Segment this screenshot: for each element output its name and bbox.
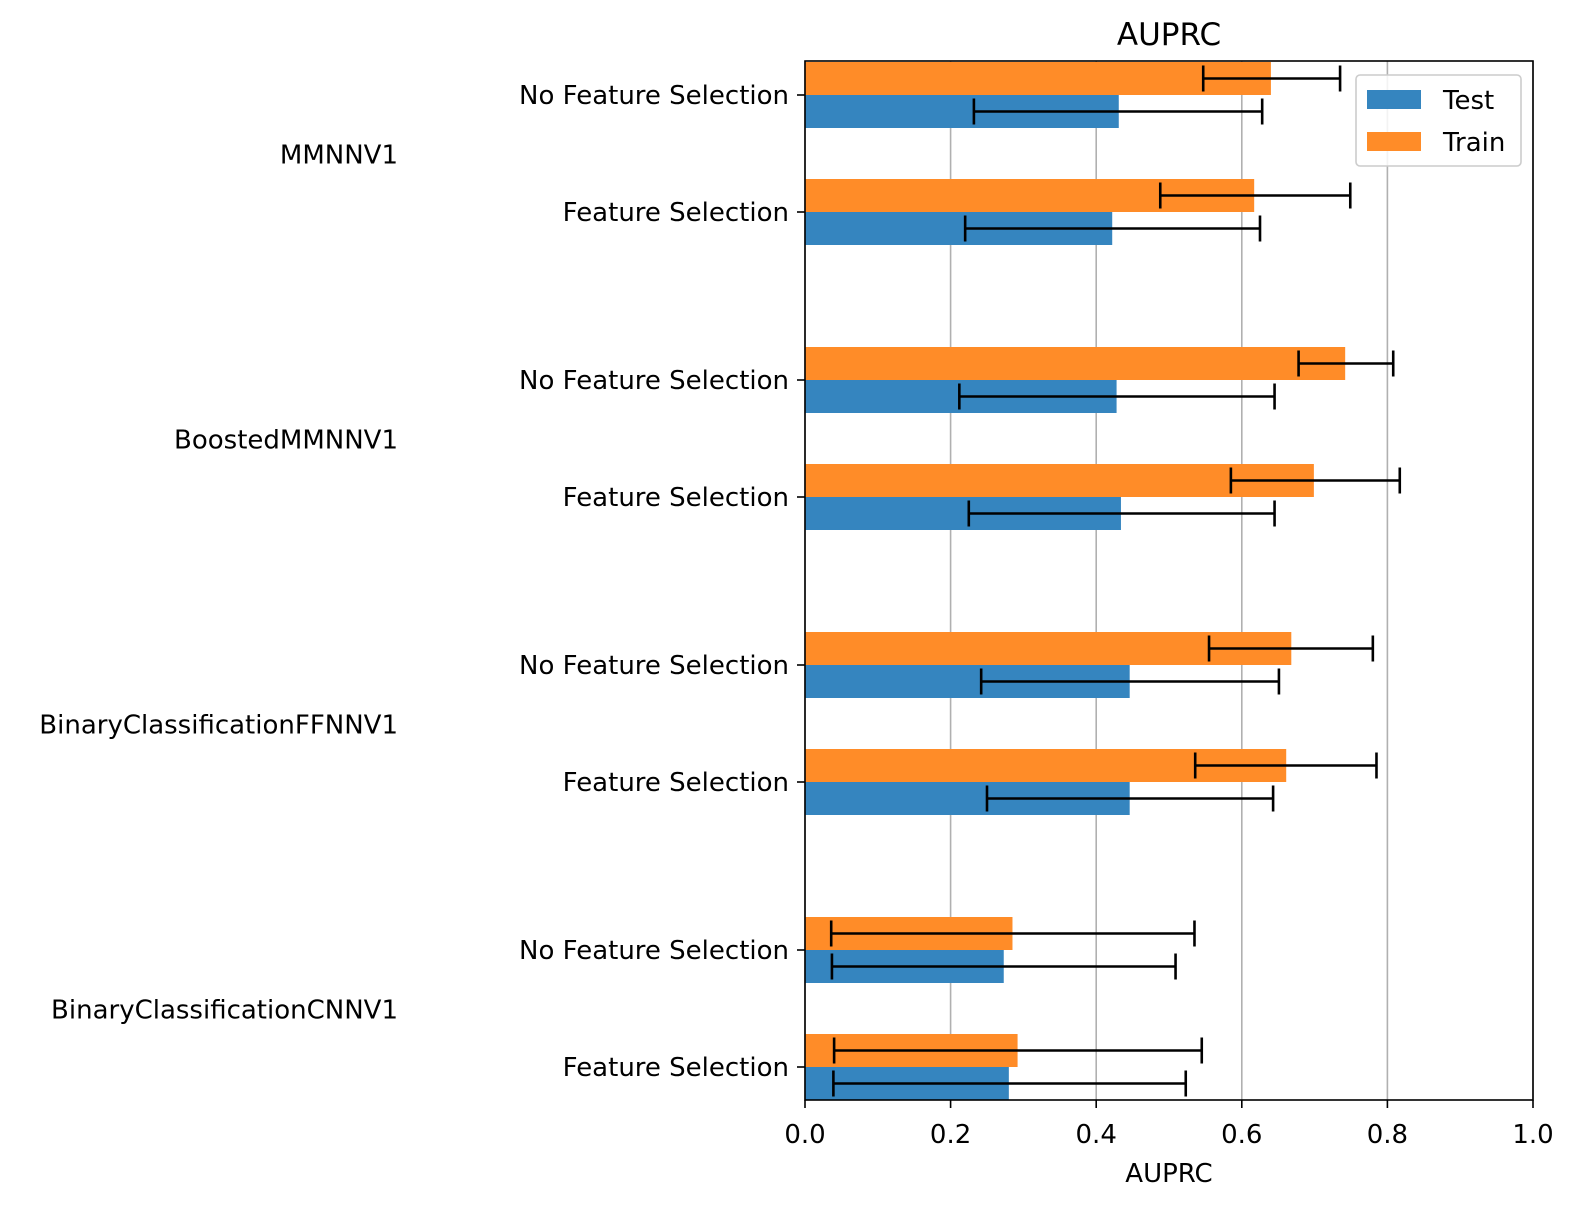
group-label: BoostedMMNNV1 (174, 426, 398, 456)
legend-swatch-train (1367, 132, 1421, 151)
row-label: Feature Selection (563, 1053, 789, 1083)
legend-label-test: Test (1442, 86, 1494, 116)
plot-frame (804, 60, 1534, 1101)
row-label: No Feature Selection (519, 651, 789, 681)
x-tick-label: 0.6 (1221, 1120, 1262, 1150)
x-tick-label: 0.2 (930, 1120, 971, 1150)
x-axis-ticks: 0.0 0.2 0.4 0.6 0.8 1.0 (784, 1100, 1554, 1150)
bars (805, 62, 1346, 1100)
legend-label-train: Train (1442, 128, 1505, 158)
x-tick-label: 0.8 (1367, 1120, 1408, 1150)
row-label: Feature Selection (563, 483, 789, 513)
bar-train (805, 347, 1346, 380)
row-label: No Feature Selection (519, 366, 789, 396)
group-label: BinaryClassificationFFNNV1 (39, 711, 398, 741)
x-axis-label: AUPRC (1125, 1159, 1212, 1189)
x-tick-label: 0.0 (784, 1120, 825, 1150)
row-label: Feature Selection (563, 198, 789, 228)
bar-train (805, 62, 1271, 95)
x-tick-label: 1.0 (1512, 1120, 1553, 1150)
group-label: BinaryClassificationCNNV1 (51, 996, 398, 1026)
group-label: MMNNV1 (280, 141, 398, 171)
row-label: No Feature Selection (519, 81, 789, 111)
group-labels: MMNNV1 BoostedMMNNV1 BinaryClassificationF… (39, 141, 398, 1026)
legend: Test Train (1355, 74, 1522, 167)
category-labels: No Feature Selection Feature Selection No … (519, 81, 805, 1083)
chart-title: AUPRC (1117, 17, 1221, 53)
bar-train (805, 464, 1314, 497)
row-label: Feature Selection (563, 768, 789, 798)
row-label: No Feature Selection (519, 936, 789, 966)
error-bars (829, 65, 1402, 1097)
legend-swatch-test (1367, 90, 1421, 109)
x-tick-label: 0.4 (1076, 1120, 1117, 1150)
